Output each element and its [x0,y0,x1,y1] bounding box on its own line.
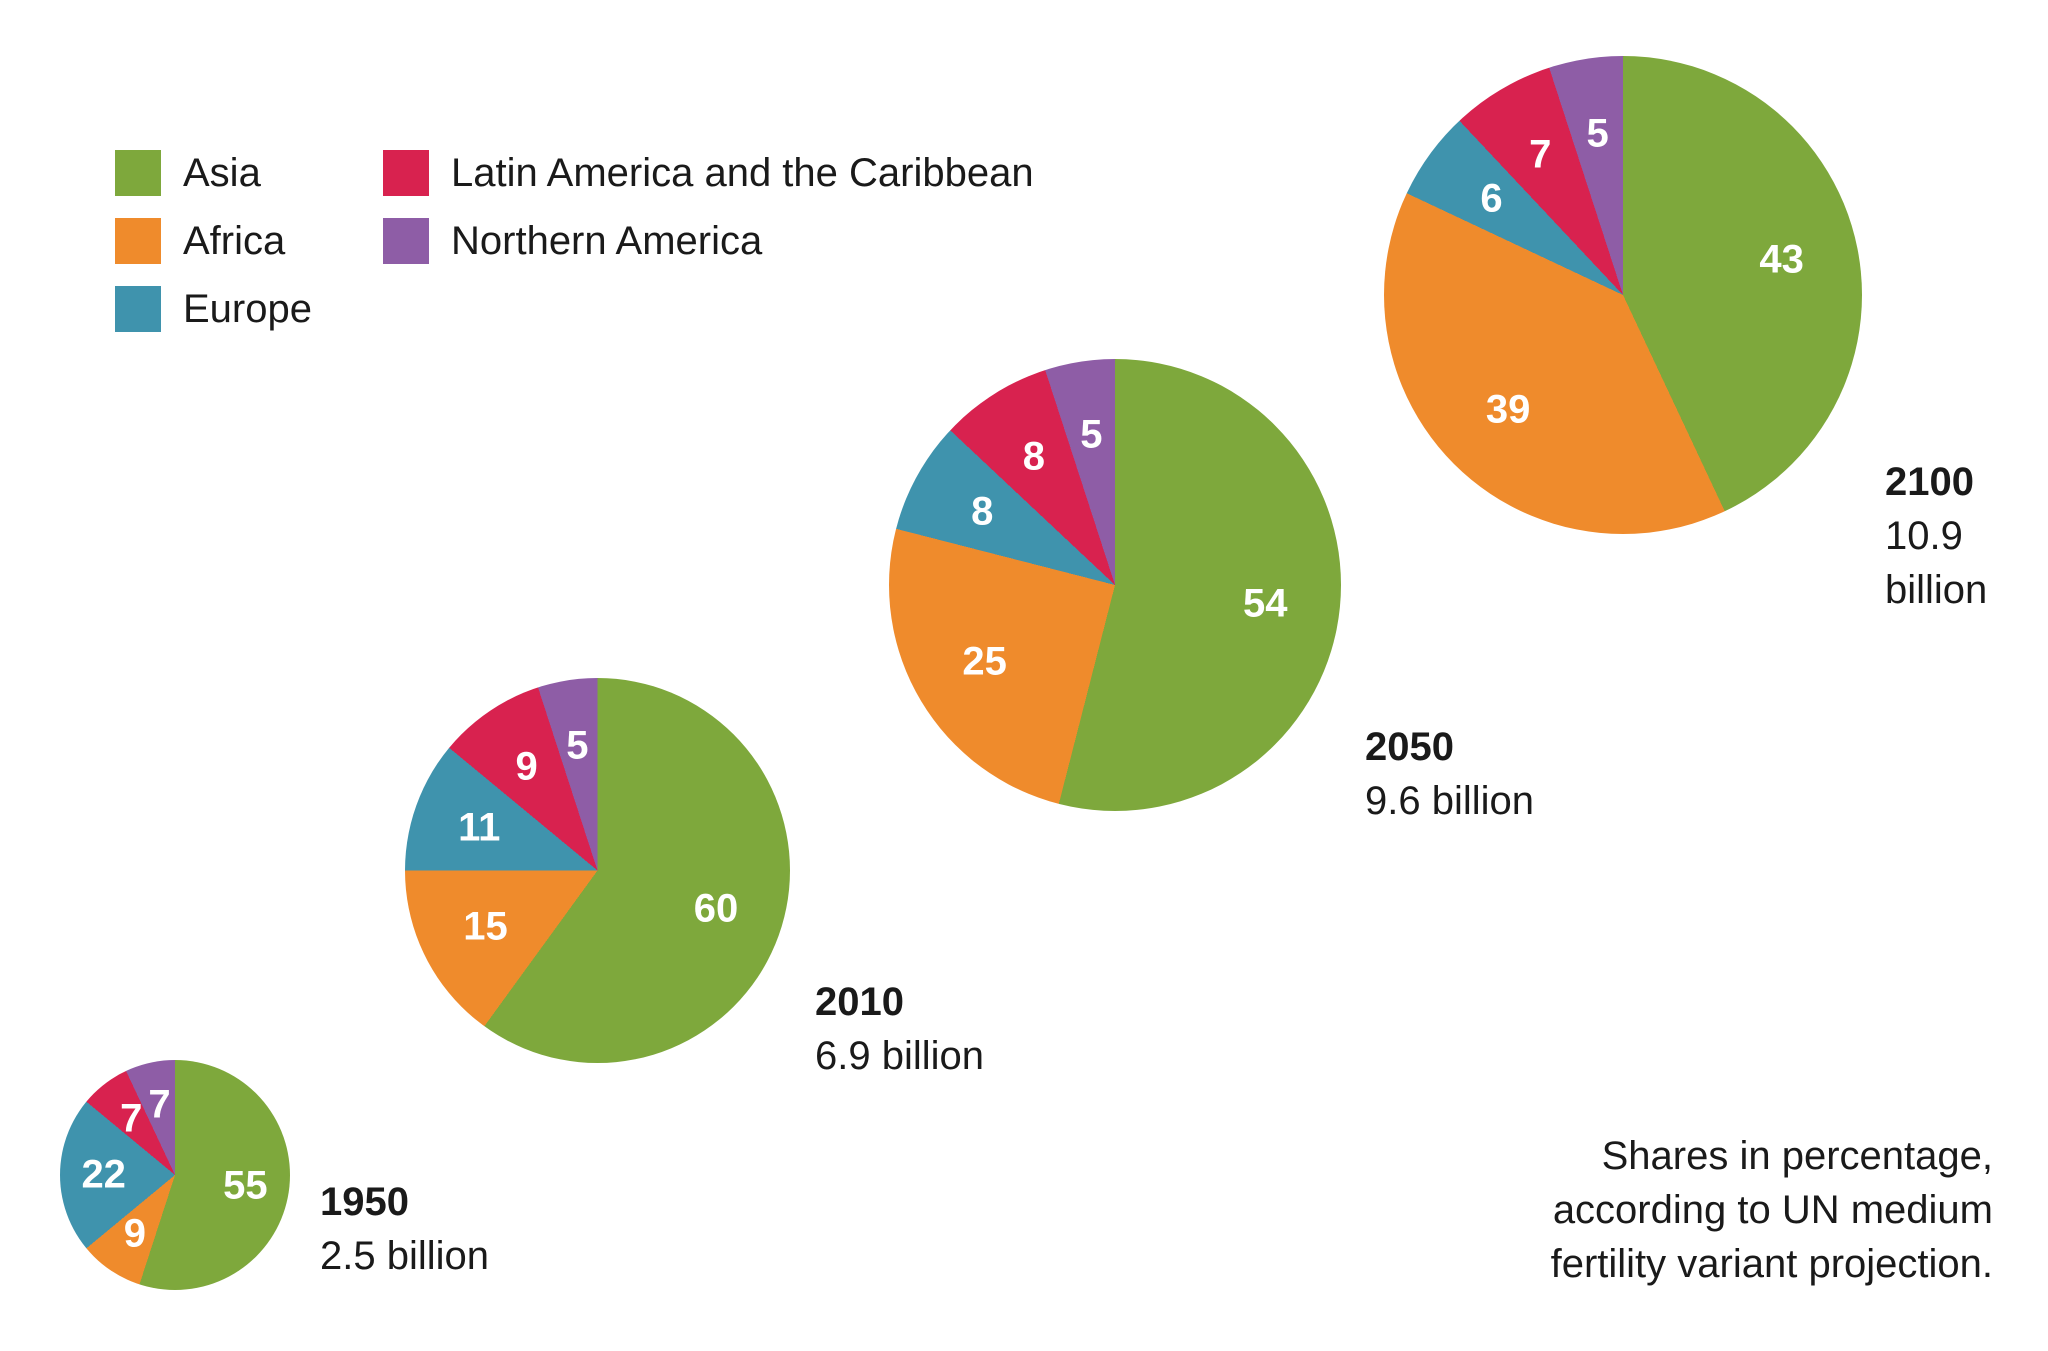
pie-2010-label-namerica: 5 [566,724,588,769]
pie-2100-label-africa: 39 [1486,387,1531,432]
legend-label: Latin America and the Caribbean [451,151,1034,195]
legend-label: Asia [183,151,261,195]
pie-2010-label-europe: 11 [458,805,500,850]
caption-year: 2010 [815,975,984,1029]
caption-population: 9.6 billion [1365,774,1534,828]
pie-1950-label-namerica: 7 [148,1083,170,1128]
caption-year: 2050 [1365,720,1534,774]
pie-2100-label-europe: 6 [1480,177,1502,222]
legend-item: Asia [115,150,261,196]
pie-2050-label-namerica: 5 [1080,413,1102,458]
caption-year: 2100 [1885,455,2048,509]
pie-2010-label-africa: 15 [463,904,508,949]
legend-label: Europe [183,287,312,331]
legend-label: Northern America [451,219,762,263]
pie-2050-label-europe: 8 [971,490,993,535]
legend-swatch [383,150,429,196]
pie-2100-caption: 210010.9 billion [1885,455,2048,617]
pie-2010-label-asia: 60 [694,886,739,931]
pie-2100-label-asia: 43 [1759,237,1804,282]
legend-item: Africa [115,218,285,264]
pie-2050-label-africa: 25 [962,640,1007,685]
pie-2010-label-latam: 9 [516,744,538,789]
pie-2050-label-asia: 54 [1243,581,1288,626]
legend-swatch [115,286,161,332]
pie-2010 [405,678,790,1063]
legend-item: Northern America [383,218,762,264]
legend-swatch [115,218,161,264]
pie-2010-caption: 20106.9 billion [815,975,984,1083]
legend-item: Europe [115,286,312,332]
legend-swatch [115,150,161,196]
footnote: Shares in percentage,according to UN med… [1551,1129,1993,1291]
caption-population: 10.9 billion [1885,509,2048,617]
caption-population: 6.9 billion [815,1029,984,1083]
pie-2050-label-latam: 8 [1023,435,1045,480]
legend-item: Latin America and the Caribbean [383,150,1034,196]
legend-label: Africa [183,219,285,263]
pie-1950-label-asia: 55 [223,1164,268,1209]
caption-population: 2.5 billion [320,1229,489,1283]
pie-1950-label-europe: 22 [81,1153,126,1198]
chart-canvas: Asia Africa Europe Latin America and the Ca… [0,0,2048,1351]
pie-2100 [1384,56,1862,534]
footnote-line: Shares in percentage, [1551,1129,1993,1183]
legend-swatch [383,218,429,264]
pie-1950-caption: 19502.5 billion [320,1175,489,1283]
pie-1950-label-latam: 7 [120,1096,142,1141]
footnote-line: according to UN medium [1551,1183,1993,1237]
pie-2100-label-namerica: 5 [1586,112,1608,157]
pie-2100-label-latam: 7 [1529,133,1551,178]
pie-1950-label-africa: 9 [124,1211,146,1256]
pie-2050-caption: 20509.6 billion [1365,720,1534,828]
footnote-line: fertility variant projection. [1551,1237,1993,1291]
caption-year: 1950 [320,1175,489,1229]
